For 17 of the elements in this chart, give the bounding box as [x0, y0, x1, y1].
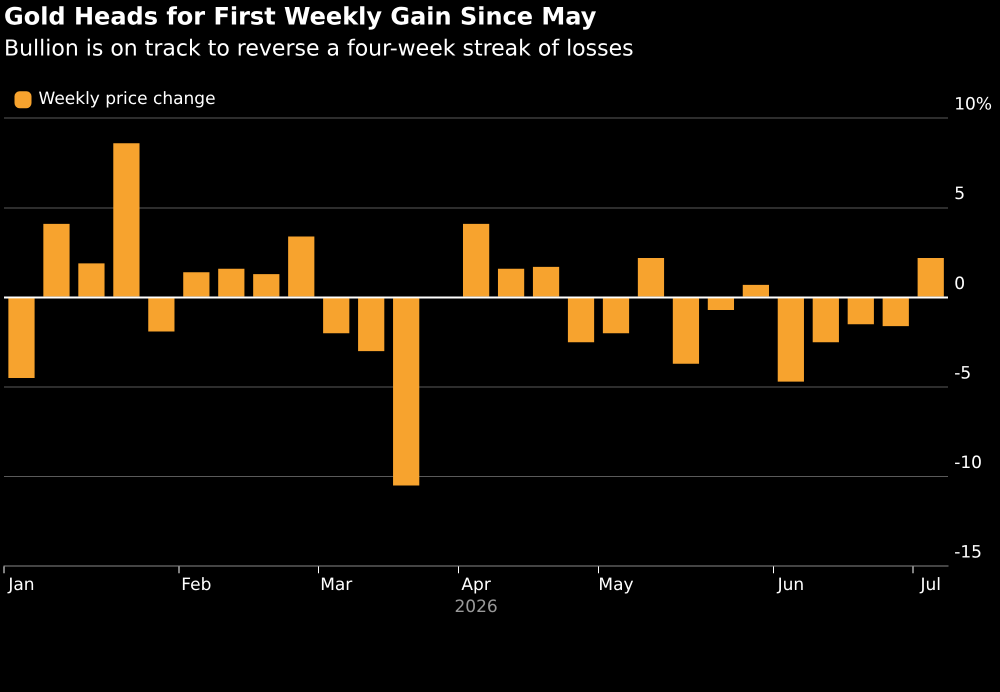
y-tick-label: 5	[954, 184, 966, 204]
x-tick-label: Jan	[7, 574, 35, 595]
y-tick-label: -15	[954, 542, 982, 563]
x-tick-label: Mar	[320, 574, 352, 595]
x-tick-label: May	[598, 574, 634, 595]
x-tick-label: Jul	[919, 574, 941, 595]
x-tick-label: Apr	[461, 574, 491, 595]
y-tick-label: 0	[954, 274, 966, 294]
x-tick-label: Jun	[776, 574, 804, 595]
chart-title: Gold Heads for First Weekly Gain Since May	[4, 2, 597, 31]
x-axis-title: 2026	[454, 597, 498, 618]
y-tick-label: -5	[954, 363, 972, 384]
y-tick-label: -10	[954, 453, 982, 474]
chart-subtitle: Bullion is on track to reverse a four-week streak of losses	[4, 36, 634, 62]
x-tick-label: Feb	[181, 574, 212, 595]
legend-label: Weekly price change	[38, 89, 216, 110]
y-tick-label: 10%	[954, 94, 992, 115]
